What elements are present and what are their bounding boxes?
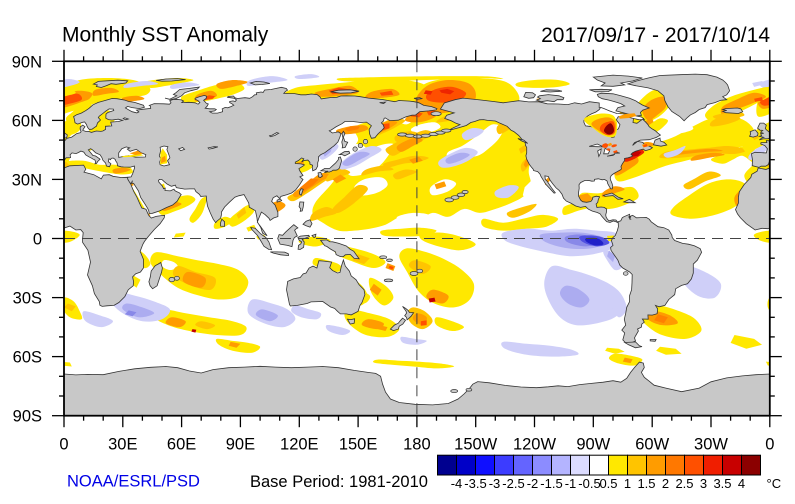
- svg-text:30E: 30E: [108, 436, 137, 454]
- svg-text:NOAA/ESRL/PSD: NOAA/ESRL/PSD: [67, 473, 200, 491]
- svg-text:60N: 60N: [12, 112, 42, 130]
- svg-text:-1: -1: [565, 476, 577, 491]
- svg-text:-1.5: -1.5: [540, 476, 562, 491]
- svg-text:-2.5: -2.5: [502, 476, 524, 491]
- svg-text:0: 0: [33, 231, 42, 249]
- svg-text:60S: 60S: [13, 349, 42, 367]
- svg-text:°C: °C: [767, 476, 782, 491]
- svg-text:90E: 90E: [226, 436, 255, 454]
- svg-text:Base Period: 1981-2010: Base Period: 1981-2010: [250, 473, 428, 491]
- svg-text:-4: -4: [451, 476, 463, 491]
- svg-text:-2: -2: [527, 476, 539, 491]
- svg-text:0: 0: [59, 436, 68, 454]
- svg-text:3: 3: [700, 476, 707, 491]
- svg-text:30W: 30W: [694, 436, 728, 454]
- svg-text:0: 0: [765, 436, 774, 454]
- svg-text:60E: 60E: [167, 436, 196, 454]
- svg-text:150W: 150W: [454, 436, 498, 454]
- svg-text:4: 4: [738, 476, 745, 491]
- svg-text:90W: 90W: [576, 436, 610, 454]
- svg-text:30S: 30S: [13, 290, 42, 308]
- svg-text:-3.5: -3.5: [464, 476, 486, 491]
- svg-text:90S: 90S: [13, 408, 42, 426]
- svg-text:60W: 60W: [635, 436, 669, 454]
- svg-text:-3: -3: [489, 476, 501, 491]
- svg-text:2: 2: [662, 476, 669, 491]
- svg-text:180: 180: [403, 436, 431, 454]
- svg-text:1: 1: [624, 476, 631, 491]
- svg-text:Monthly SST Anomaly: Monthly SST Anomaly: [62, 24, 269, 47]
- svg-text:90N: 90N: [12, 53, 42, 71]
- svg-text:150E: 150E: [339, 436, 378, 454]
- svg-text:120E: 120E: [280, 436, 319, 454]
- svg-text:-0.5: -0.5: [578, 476, 600, 491]
- svg-text:120W: 120W: [513, 436, 557, 454]
- svg-text:2.5: 2.5: [675, 476, 693, 491]
- svg-text:1.5: 1.5: [637, 476, 655, 491]
- svg-text:2017/09/17 - 2017/10/14: 2017/09/17 - 2017/10/14: [541, 24, 770, 47]
- svg-text:0.5: 0.5: [599, 476, 617, 491]
- svg-text:3.5: 3.5: [713, 476, 731, 491]
- svg-text:30N: 30N: [12, 171, 42, 189]
